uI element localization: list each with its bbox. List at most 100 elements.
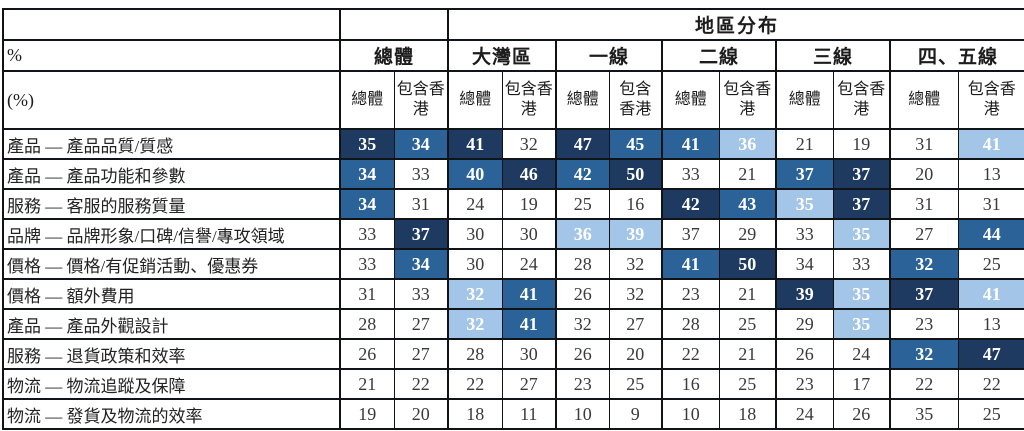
value-cell: 24 (447, 189, 502, 220)
value-cell: 35 (832, 279, 890, 310)
value-cell: 30 (501, 339, 556, 370)
subcolumn-header: 包含香港 (608, 71, 662, 130)
table-row: 服務 — 客服的服務質量 34 31 24 19 25 16 42 43 35 37 31 31 (3, 189, 1024, 220)
value-cell: 23 (775, 369, 833, 400)
value-cell: 31 (889, 189, 958, 220)
subcolumn-header: 總體 (889, 71, 958, 130)
value-cell: 20 (608, 339, 662, 370)
value-cell: 37 (661, 219, 719, 250)
value-cell: 18 (718, 399, 776, 430)
value-cell: 30 (447, 249, 502, 280)
row-label: 價格 — 價格/有促銷活動、優惠券 (3, 249, 340, 280)
value-cell: 32 (608, 249, 662, 280)
value-cell: 27 (393, 309, 448, 340)
value-cell: 23 (661, 279, 719, 310)
value-cell: 20 (889, 159, 958, 190)
value-cell: 37 (393, 219, 448, 250)
value-cell: 26 (832, 399, 890, 430)
value-cell: 16 (608, 189, 662, 220)
value-cell: 32 (447, 279, 502, 310)
value-cell: 37 (832, 159, 890, 190)
value-cell: 33 (339, 249, 394, 280)
subcolumn-header: 包含香港 (393, 71, 448, 130)
table-row: 產品 — 產品功能和參數 34 33 40 46 42 50 33 21 37 37 20 13 (3, 159, 1024, 190)
value-cell: 44 (957, 219, 1024, 250)
table-row: 物流 — 物流追蹤及保障 21 22 22 27 23 25 16 25 23 17 22 22 (3, 369, 1024, 400)
corner-cell (3, 9, 340, 41)
overall-group-top-cell (339, 9, 448, 41)
value-cell: 47 (555, 129, 609, 160)
value-cell: 29 (718, 219, 776, 250)
value-cell: 31 (889, 129, 958, 160)
table-row: 產品 — 產品品質/質感 35 34 41 32 47 45 41 36 21 19 31 41 (3, 129, 1024, 160)
table-row: 產品 — 產品外觀設計 28 27 32 41 32 27 28 25 29 35 23 13 (3, 309, 1024, 340)
value-cell: 11 (501, 399, 556, 430)
value-cell: 41 (501, 279, 556, 310)
value-cell: 31 (957, 189, 1024, 220)
value-cell: 19 (832, 129, 890, 160)
row-label: 品牌 — 品牌形象/口碑/信譽/專攻領域 (3, 219, 340, 250)
value-cell: 45 (608, 129, 662, 160)
value-cell: 18 (447, 399, 502, 430)
value-cell: 10 (661, 399, 719, 430)
value-cell: 31 (393, 189, 448, 220)
value-cell: 32 (889, 249, 958, 280)
value-cell: 25 (608, 369, 662, 400)
value-cell: 24 (775, 399, 833, 430)
subcolumn-header: 總體 (447, 71, 502, 130)
value-cell: 13 (957, 309, 1024, 340)
region-group-header-4: 四、五線 (888, 40, 1024, 72)
value-cell: 23 (555, 369, 609, 400)
region-group-header-1: 一線 (555, 40, 662, 72)
value-cell: 35 (832, 219, 890, 250)
header-row-top: 地區分布 (3, 9, 1024, 41)
value-cell: 34 (775, 249, 833, 280)
subcolumn-header: 包含香港 (957, 71, 1024, 130)
value-cell: 35 (832, 309, 890, 340)
table-row: 品牌 — 品牌形象/口碑/信譽/專攻領域 33 37 30 30 36 39 37 29 33 35… (3, 219, 1024, 250)
value-cell: 28 (447, 339, 502, 370)
value-cell: 37 (889, 279, 958, 310)
percent-paren-label: (%) (3, 71, 340, 130)
region-group-header-0: 大灣區 (447, 40, 556, 72)
value-cell: 27 (608, 309, 662, 340)
subcolumn-header: 包含香港 (501, 71, 556, 130)
value-cell: 19 (339, 399, 394, 430)
value-cell: 20 (393, 399, 448, 430)
value-cell: 41 (957, 279, 1024, 310)
value-cell: 25 (718, 369, 776, 400)
value-cell: 47 (957, 339, 1024, 370)
value-cell: 32 (608, 279, 662, 310)
row-label: 服務 — 客服的服務質量 (3, 189, 340, 220)
table-row: 服務 — 退貨政策和效率 26 27 28 30 26 20 22 21 26 24 32 47 (3, 339, 1024, 370)
value-cell: 28 (555, 249, 609, 280)
value-cell: 25 (957, 399, 1024, 430)
value-cell: 17 (832, 369, 890, 400)
value-cell: 16 (661, 369, 719, 400)
value-cell: 33 (775, 219, 833, 250)
value-cell: 22 (447, 369, 502, 400)
value-cell: 34 (339, 159, 394, 190)
value-cell: 41 (661, 249, 719, 280)
value-cell: 28 (339, 309, 394, 340)
value-cell: 21 (718, 279, 776, 310)
subcolumn-header: 總體 (339, 71, 394, 130)
value-cell: 21 (718, 339, 776, 370)
value-cell: 32 (501, 129, 556, 160)
value-cell: 39 (775, 279, 833, 310)
region-heatmap-table: 地區分布 % 總體 大灣區 一線 二線 三線 四、五線 (%) 總體 包含香港 總體 包含香港… (2, 8, 1024, 430)
header-row-groups: % 總體 大灣區 一線 二線 三線 四、五線 (3, 40, 1024, 72)
row-label: 產品 — 產品品質/質感 (3, 129, 340, 160)
value-cell: 50 (608, 159, 662, 190)
percent-label: % (3, 40, 340, 72)
value-cell: 27 (393, 339, 448, 370)
row-label: 產品 — 產品外觀設計 (3, 309, 340, 340)
value-cell: 34 (393, 129, 448, 160)
value-cell: 28 (661, 309, 719, 340)
row-label: 物流 — 物流追蹤及保障 (3, 369, 340, 400)
value-cell: 10 (555, 399, 609, 430)
value-cell: 22 (889, 369, 958, 400)
value-cell: 41 (661, 129, 719, 160)
value-cell: 9 (608, 399, 662, 430)
subcolumn-header: 總體 (555, 71, 609, 130)
